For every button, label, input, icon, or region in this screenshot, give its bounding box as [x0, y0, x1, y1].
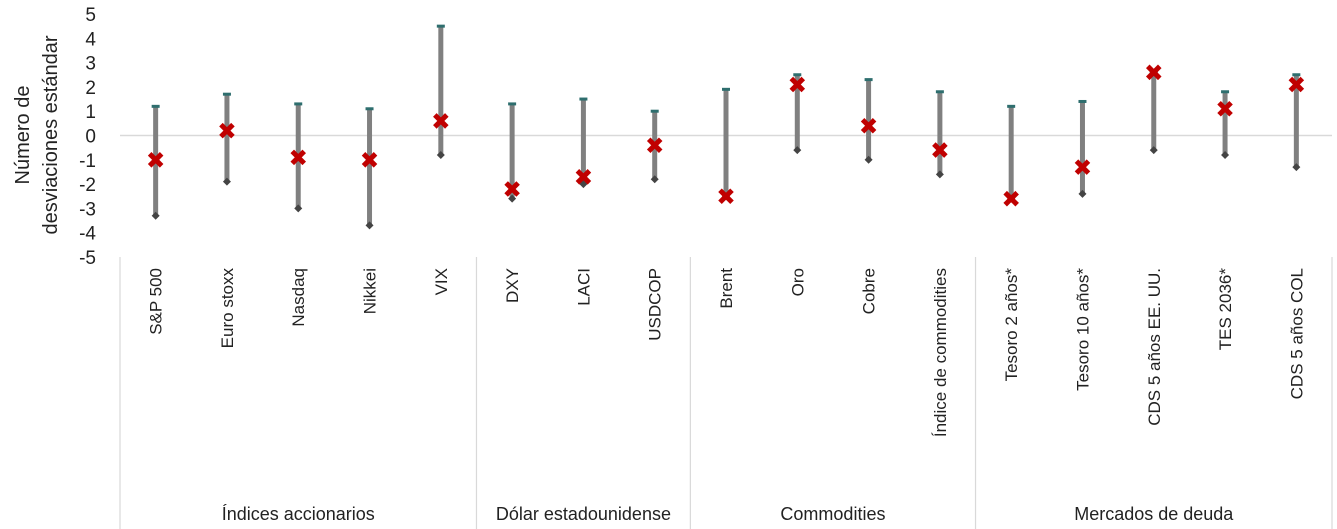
y-axis-label-line-2: desviaciones estándar [40, 35, 62, 234]
current-marker [1145, 64, 1162, 81]
min-marker [935, 170, 944, 179]
min-marker [1078, 189, 1087, 198]
x-tick-label: Tesoro 2 años* [1002, 268, 1021, 382]
x-tick-label: Índice de commodities [931, 268, 950, 437]
min-marker [436, 150, 445, 159]
x-tick-label: CDS 5 años COL [1287, 268, 1306, 399]
min-marker [151, 211, 160, 220]
x-tick-label: Nasdaq [289, 268, 308, 327]
current-marker [860, 118, 877, 134]
x-tick-label: Tesoro 10 años* [1073, 268, 1092, 391]
current-marker [290, 149, 307, 166]
x-tick-label: Cobre [860, 268, 879, 314]
y-tick-label: 5 [85, 5, 96, 26]
current-marker [1074, 159, 1091, 175]
y-tick-label: -2 [79, 175, 96, 196]
group-label: Commodities [780, 504, 885, 524]
x-tick-label: LACI [574, 268, 593, 306]
min-marker [1221, 150, 1230, 159]
x-tick-label: DXY [503, 268, 522, 303]
x-tick-label: Nikkei [361, 268, 380, 314]
current-marker [789, 76, 806, 93]
current-marker [1217, 101, 1233, 117]
min-marker [365, 221, 374, 230]
current-marker [932, 142, 948, 158]
x-tick-label: S&P 500 [147, 268, 166, 335]
current-marker [646, 137, 663, 153]
x-tick-label: Oro [788, 268, 807, 296]
min-marker [793, 146, 802, 155]
current-marker [219, 122, 235, 139]
y-tick-label: -4 [79, 224, 96, 245]
y-tick-label: -5 [79, 248, 96, 269]
current-marker [433, 113, 449, 129]
y-tick-label: 1 [85, 102, 96, 123]
group-label: Mercados de deuda [1074, 504, 1234, 524]
current-marker [147, 152, 164, 168]
plot-area: 5 4 3 2 1 0 -1 -2 -3 -4 -5 Índices accionarios Dólar… [79, 5, 1333, 529]
current-marker [504, 181, 520, 197]
min-marker [864, 155, 873, 164]
min-marker [1149, 146, 1158, 155]
current-marker [1003, 190, 1019, 207]
y-tick-label: -1 [79, 151, 96, 172]
y-tick-label: -3 [79, 199, 96, 220]
y-tick-label: 4 [85, 29, 96, 50]
x-tick-label: CDS 5 años EE. UU. [1145, 268, 1164, 426]
min-marker [650, 175, 659, 184]
min-marker [1292, 163, 1301, 172]
y-axis-label-line-1: Número de [12, 86, 34, 185]
current-marker [575, 169, 592, 185]
x-tick-label: TES 2036* [1216, 268, 1235, 351]
x-tick-label: Euro stoxx [218, 268, 237, 349]
current-marker [718, 188, 734, 205]
x-tick-label: VIX [432, 268, 451, 295]
min-marker [222, 177, 231, 186]
current-marker [361, 152, 378, 168]
y-tick-label: 0 [85, 127, 96, 148]
min-marker [508, 194, 517, 203]
current-marker [1288, 76, 1305, 93]
x-tick-label: Brent [717, 268, 736, 309]
x-tick-label: USDCOP [646, 268, 665, 341]
group-label: Dólar estadounidense [496, 504, 671, 524]
y-tick-label: 2 [85, 78, 96, 99]
group-label: Índices accionarios [222, 504, 375, 524]
min-marker [294, 204, 303, 213]
y-tick-label: 3 [85, 54, 96, 75]
